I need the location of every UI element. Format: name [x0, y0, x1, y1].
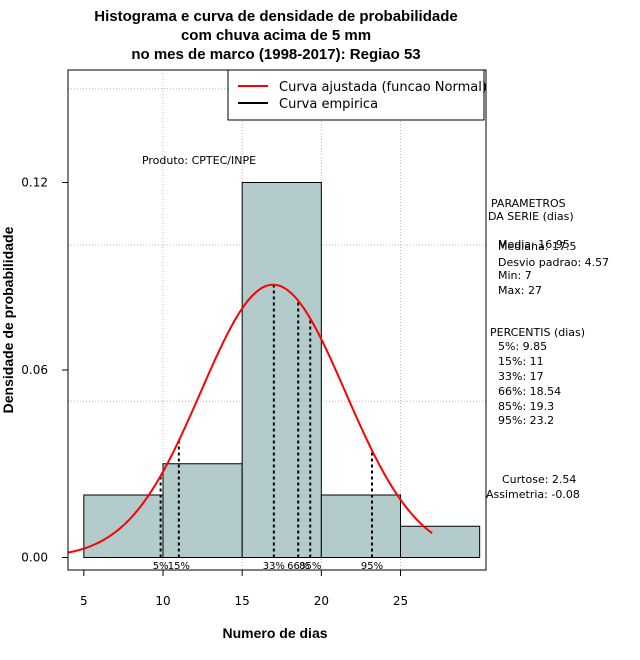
chart-title: Histograma e curva de densidade de proba…: [94, 8, 457, 63]
percentile-markers: 5% 15% 33% 66%85% 95%: [153, 284, 383, 572]
y-axis-label: Densidade de probabilidade: [0, 226, 16, 413]
percentil-line: 85%: 19.3: [498, 400, 554, 413]
percentil-line: 33%: 17: [498, 370, 544, 383]
legend: Curva ajustada (funcao Normal) Curva emp…: [227, 69, 487, 121]
title-line-1: Histograma e curva de densidade de proba…: [94, 8, 457, 25]
percentil-line: 95%: 23.2: [498, 414, 554, 427]
percentil-line: 5%: 9.85: [498, 340, 547, 353]
percentile-label: 5%: [153, 561, 169, 572]
x-axis-label: Numero de dias: [222, 625, 327, 641]
legend-label-fit: Curva ajustada (funcao Normal): [279, 80, 487, 95]
percentile-label: 95%: [361, 561, 383, 572]
histogram-bar: [241, 182, 322, 558]
y-tick-label: 0.12: [21, 176, 48, 190]
legend-label-empirical: Curva empirica: [279, 97, 378, 112]
param-line: Mediana: 17.5: [498, 240, 576, 253]
percentile-label: 15%: [168, 561, 190, 572]
histogram-bar: [162, 463, 243, 558]
stats-panel: Curtose: 2.54 Assimetria: -0.08: [486, 473, 580, 501]
param-line: Media: 16.95: [498, 238, 570, 251]
x-tick-label: 10: [155, 594, 170, 608]
param-line: Min: 7: [498, 269, 532, 282]
x-tick-label: 20: [314, 594, 329, 608]
curtose-label: Curtose: 2.54: [502, 473, 576, 486]
percentil-line: 66%: 18.54: [498, 385, 561, 398]
y-tick-label: 0.00: [21, 551, 48, 565]
param-line: PARAMETROS: [491, 197, 566, 210]
title-line-3: no mes de marco (1998-2017): Regiao 53: [131, 46, 420, 63]
percentile-label: 33%: [263, 561, 285, 572]
y-tick-label: 0.06: [21, 363, 48, 377]
x-tick-label: 5: [80, 594, 88, 608]
x-tick-label: 15: [235, 594, 250, 608]
histogram-bar: [400, 525, 481, 558]
param-line: Max: 27: [498, 284, 542, 297]
percentil-line: 15%: 11: [498, 355, 544, 368]
percentis-panel: PERCENTIS (dias) 5%: 9.85 15%: 11 33%: 1…: [490, 326, 585, 427]
percentile-label: 85%: [299, 561, 321, 572]
histogram-bar: [320, 494, 402, 558]
axes: 5 10 15 20 25 0.00 0.06 0.12: [21, 176, 408, 609]
percentile-label: 66%: [287, 561, 309, 572]
x-tick-label: 25: [393, 594, 408, 608]
normal-fit-curve: [67, 283, 433, 554]
assimetria-label: Assimetria: -0.08: [486, 488, 580, 501]
param-line: DA SERIE (dias): [488, 210, 574, 223]
histogram-bars: [83, 182, 481, 558]
product-label: Produto: CPTEC/INPE: [142, 154, 256, 167]
percentil-line: PERCENTIS (dias): [490, 326, 585, 339]
title-line-2: com chuva acima de 5 mm: [181, 27, 371, 44]
legend-box: [227, 69, 485, 121]
parametros-panel: PARAMETROS DA SERIE (dias) Media: 16.95 …: [488, 197, 609, 297]
param-line: Desvio padrao: 4.57: [498, 256, 609, 269]
